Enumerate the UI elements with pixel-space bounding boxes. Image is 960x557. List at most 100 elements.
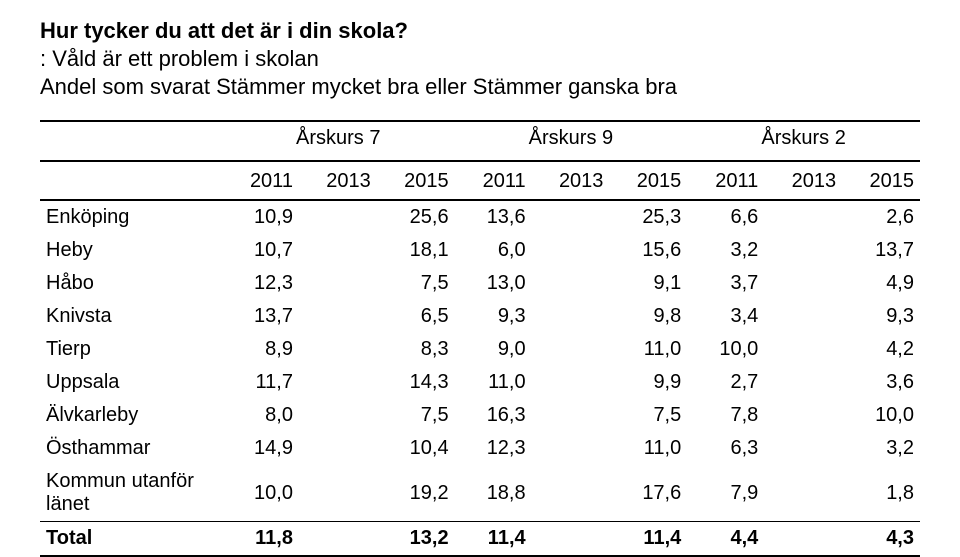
data-cell (532, 333, 610, 366)
row-label: Tierp (40, 333, 222, 366)
data-cell (532, 267, 610, 300)
data-cell: 6,5 (377, 300, 455, 333)
table-row: Uppsala11,7 14,311,0 9,92,7 3,6 (40, 366, 920, 399)
data-cell: 11,0 (609, 333, 687, 366)
table-row: Tierp8,9 8,39,0 11,010,0 4,2 (40, 333, 920, 366)
data-cell: 3,6 (842, 366, 920, 399)
data-cell (532, 465, 610, 522)
data-cell: 3,7 (687, 267, 764, 300)
total-cell: 13,2 (377, 522, 455, 557)
data-cell (764, 267, 842, 300)
table-row: Knivsta13,76,59,39,83,49,3 (40, 300, 920, 333)
total-cell: 4,3 (842, 522, 920, 557)
data-cell: 12,3 (455, 432, 532, 465)
data-cell: 10,4 (377, 432, 455, 465)
data-cell: 9,9 (609, 366, 687, 399)
data-cell (532, 399, 610, 432)
data-cell: 10,0 (222, 465, 299, 522)
data-cell (299, 333, 377, 366)
data-cell: 2,7 (687, 366, 764, 399)
data-cell: 10,0 (687, 333, 764, 366)
data-cell: 7,8 (687, 399, 764, 432)
page-title: Hur tycker du att det är i din skola? (40, 18, 920, 44)
data-cell: 7,9 (687, 465, 764, 522)
year-header: 2013 (299, 161, 377, 200)
year-header: 2015 (842, 161, 920, 200)
table-total-row: Total 11,8 13,2 11,4 11,4 4,4 4,3 (40, 522, 920, 557)
data-cell: 9,0 (455, 333, 532, 366)
row-label: Uppsala (40, 366, 222, 399)
data-cell (299, 366, 377, 399)
table-row: Älvkarleby8,07,516,37,57,810,0 (40, 399, 920, 432)
data-cell: 4,2 (842, 333, 920, 366)
data-cell: 17,6 (609, 465, 687, 522)
data-cell: 9,8 (609, 300, 687, 333)
row-label: Kommun utanför länet (40, 465, 222, 522)
data-cell (532, 200, 610, 234)
total-cell (764, 522, 842, 557)
table-corner (40, 121, 222, 161)
data-cell: 9,3 (455, 300, 532, 333)
total-cell (299, 522, 377, 557)
row-label: Heby (40, 234, 222, 267)
data-cell: 13,7 (222, 300, 299, 333)
data-cell: 7,5 (377, 267, 455, 300)
data-cell: 14,9 (222, 432, 299, 465)
data-cell: 11,0 (455, 366, 532, 399)
year-header: 2015 (377, 161, 455, 200)
data-cell: 8,3 (377, 333, 455, 366)
table-row: Kommun utanför länet10,019,218,817,67,91… (40, 465, 920, 522)
data-cell: 18,8 (455, 465, 532, 522)
year-header: 2011 (687, 161, 764, 200)
data-cell (299, 234, 377, 267)
row-label: Östhammar (40, 432, 222, 465)
data-cell: 14,3 (377, 366, 455, 399)
data-cell: 9,1 (609, 267, 687, 300)
data-cell (532, 300, 610, 333)
data-cell (299, 300, 377, 333)
data-cell: 25,3 (609, 200, 687, 234)
year-header: 2011 (455, 161, 532, 200)
total-cell: 11,4 (455, 522, 532, 557)
data-cell: 8,9 (222, 333, 299, 366)
data-cell: 13,0 (455, 267, 532, 300)
data-cell: 16,3 (455, 399, 532, 432)
row-label: Enköping (40, 200, 222, 234)
data-cell: 4,9 (842, 267, 920, 300)
data-table: Årskurs 7 Årskurs 9 Årskurs 2 2011 2013 … (40, 120, 920, 557)
data-cell: 13,6 (455, 200, 532, 234)
data-cell: 10,7 (222, 234, 299, 267)
data-cell (299, 465, 377, 522)
data-cell: 7,5 (609, 399, 687, 432)
total-cell: 4,4 (687, 522, 764, 557)
total-cell: 11,4 (609, 522, 687, 557)
total-cell: 11,8 (222, 522, 299, 557)
subtitle-line-2: Andel som svarat Stämmer mycket bra elle… (40, 74, 920, 100)
data-cell: 6,3 (687, 432, 764, 465)
data-cell: 10,0 (842, 399, 920, 432)
total-cell (532, 522, 610, 557)
data-cell: 6,6 (687, 200, 764, 234)
data-cell: 3,4 (687, 300, 764, 333)
data-cell: 2,6 (842, 200, 920, 234)
data-cell: 6,0 (455, 234, 532, 267)
year-header-blank (40, 161, 222, 200)
data-cell (299, 432, 377, 465)
total-label: Total (40, 522, 222, 557)
year-header: 2011 (222, 161, 299, 200)
data-cell: 7,5 (377, 399, 455, 432)
data-cell (299, 200, 377, 234)
data-cell (764, 465, 842, 522)
data-cell: 3,2 (842, 432, 920, 465)
data-cell: 12,3 (222, 267, 299, 300)
table-row: Håbo12,37,513,09,13,74,9 (40, 267, 920, 300)
year-header: 2013 (532, 161, 610, 200)
data-cell: 11,7 (222, 366, 299, 399)
group-header: Årskurs 9 (455, 121, 688, 161)
data-cell (532, 432, 610, 465)
data-cell: 18,1 (377, 234, 455, 267)
data-cell (299, 267, 377, 300)
table-row: Östhammar14,910,412,311,06,33,2 (40, 432, 920, 465)
data-cell (764, 200, 842, 234)
data-cell: 15,6 (609, 234, 687, 267)
